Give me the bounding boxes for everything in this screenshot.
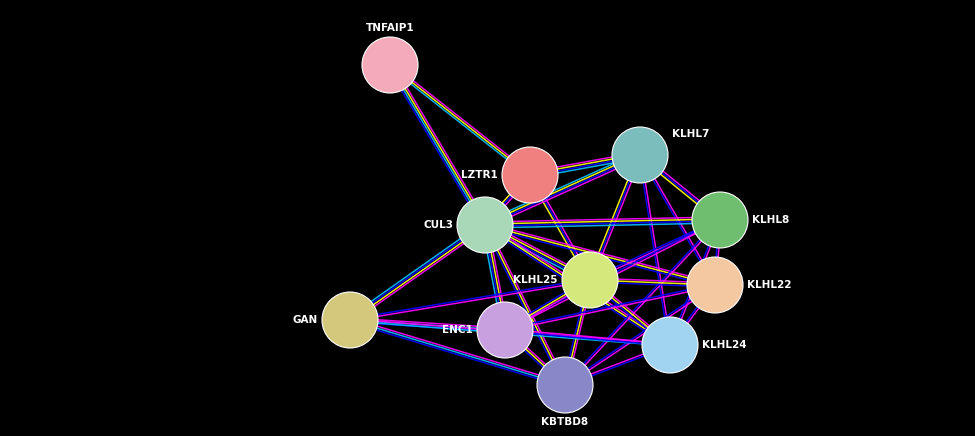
- Circle shape: [502, 147, 558, 203]
- Circle shape: [537, 357, 593, 413]
- Text: CUL3: CUL3: [423, 220, 453, 230]
- Text: KLHL22: KLHL22: [747, 280, 792, 290]
- Text: ENC1: ENC1: [443, 325, 473, 335]
- Circle shape: [562, 252, 618, 308]
- Text: KLHL7: KLHL7: [672, 129, 710, 139]
- Text: LZTR1: LZTR1: [461, 170, 498, 180]
- Circle shape: [457, 197, 513, 253]
- Text: TNFAIP1: TNFAIP1: [366, 23, 414, 33]
- Circle shape: [612, 127, 668, 183]
- Circle shape: [362, 37, 418, 93]
- Text: KBTBD8: KBTBD8: [541, 417, 589, 427]
- Circle shape: [687, 257, 743, 313]
- Text: GAN: GAN: [292, 315, 318, 325]
- Text: KLHL24: KLHL24: [702, 340, 747, 350]
- Circle shape: [477, 302, 533, 358]
- Circle shape: [692, 192, 748, 248]
- Text: KLHL8: KLHL8: [752, 215, 789, 225]
- Circle shape: [642, 317, 698, 373]
- Text: KLHL25: KLHL25: [514, 275, 558, 285]
- Circle shape: [322, 292, 378, 348]
